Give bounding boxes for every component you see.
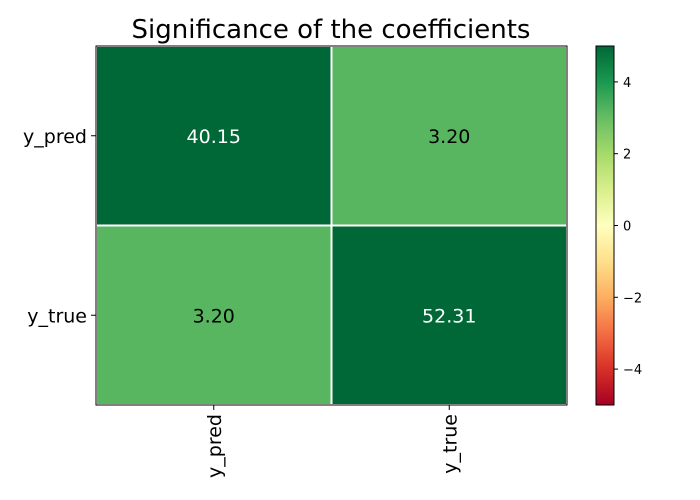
y-tick-label: y_pred — [23, 126, 87, 148]
heatmap-cell — [95, 45, 333, 227]
y-tick-label: y_true — [27, 305, 87, 327]
cell-value-label: 40.15 — [187, 126, 241, 148]
colorbar-tick-label: −2 — [623, 291, 642, 306]
colorbar-tick-label: 2 — [623, 148, 631, 163]
y-axis: y_pred y_true — [23, 126, 96, 327]
heatmap-cell — [95, 224, 333, 406]
x-tick-label: y_true — [439, 414, 461, 474]
colorbar-gradient — [595, 45, 615, 406]
cell-value-label: 3.20 — [428, 126, 470, 148]
colorbar-tick-label: 4 — [623, 76, 631, 91]
colorbar-tick-label: 0 — [623, 220, 631, 235]
heatmap-cell — [330, 45, 568, 227]
cell-value-label: 52.31 — [422, 305, 476, 327]
plot-frame — [95, 45, 568, 406]
heatmap-cell — [330, 224, 568, 406]
cell-value-label: 3.20 — [193, 305, 235, 327]
heatmap-cells: 40.15 3.20 3.20 52.31 — [95, 45, 568, 406]
colorbar: −4 −2 0 2 4 — [595, 45, 642, 406]
colorbar-tick-label: −4 — [623, 363, 642, 378]
x-axis: y_pred y_true — [204, 405, 461, 478]
chart-title: Significance of the coefficients — [132, 15, 531, 45]
x-tick-label: y_pred — [204, 414, 226, 478]
